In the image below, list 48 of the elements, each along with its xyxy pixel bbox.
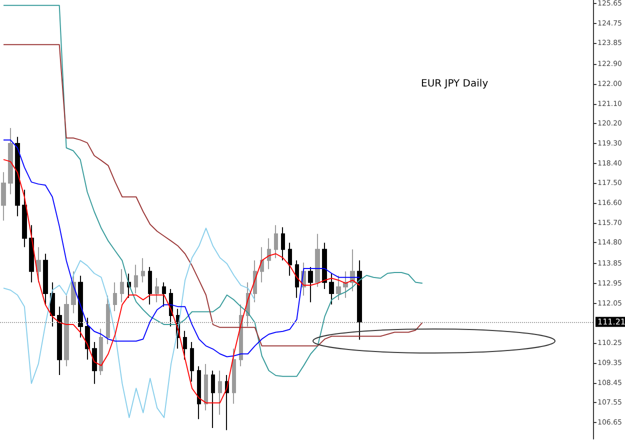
candlestick [267,238,271,270]
candlestick [78,275,83,338]
candlestick [15,136,20,217]
text: EUR JPY Daily [421,78,488,90]
line-series [2,139,360,358]
candlestick [260,246,264,283]
candlestick [113,282,117,312]
candlestick [8,128,13,195]
candlestick [36,246,41,283]
candlestick [43,253,48,305]
candlestick [1,172,6,222]
candlestick [162,282,166,308]
candlestick [308,266,313,303]
candlestick [155,278,159,303]
candlestick [288,242,292,276]
candlestick [357,260,362,340]
candlestick [190,341,194,382]
candlestick [281,226,285,261]
candlestick [295,260,299,298]
candlestick [232,348,236,404]
candlestick [343,270,348,298]
candlestick [22,189,27,248]
candlestick [141,258,145,283]
candlestick [71,270,76,314]
line-series [2,228,256,418]
candlestick [92,341,97,384]
candlestick [134,264,138,294]
line-series [2,44,423,346]
candlestick [57,306,62,376]
candlestick [197,366,201,420]
candlestick [218,370,222,416]
line-series [2,4,423,377]
candlestick [99,328,103,376]
line-series [2,159,360,404]
ref-line-label: 111.21 [598,317,625,326]
candlestick [315,233,320,288]
candlestick [329,273,334,305]
candlestick [322,242,327,290]
candlestick [50,282,55,328]
candlestick [274,224,278,259]
candlestick [211,370,215,428]
candlestick [29,224,34,283]
candlestick [183,330,187,360]
candlestick [120,268,124,303]
candlestick [336,275,341,301]
candlestick [148,266,152,305]
candlestick [85,317,90,360]
candlestick [204,364,208,411]
